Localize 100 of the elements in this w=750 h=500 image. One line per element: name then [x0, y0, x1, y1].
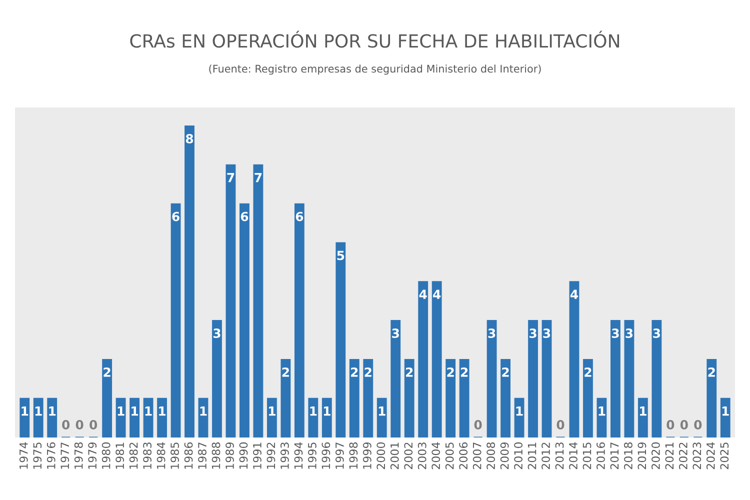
- bar: [226, 164, 236, 438]
- bar: [486, 320, 497, 438]
- x-tick-label: 1993: [280, 442, 289, 469]
- data-label: 1: [324, 406, 330, 416]
- data-label: 1: [516, 406, 523, 416]
- x-tick-label: 1976: [46, 442, 56, 469]
- bar: [102, 358, 112, 438]
- x-tick-label: 1983: [143, 442, 152, 469]
- bar: [130, 398, 140, 438]
- data-label: 0: [680, 420, 688, 430]
- x-tick-label: 2005: [445, 442, 454, 470]
- x-tick-label: 2008: [486, 442, 496, 470]
- x-tick-label: 2004: [432, 442, 440, 470]
- data-label: 1: [722, 406, 729, 416]
- x-tick-label: 2022: [678, 442, 688, 470]
- bar: [294, 203, 304, 438]
- bar: [432, 281, 442, 438]
- data-label: 1: [35, 406, 42, 416]
- bar: [280, 358, 291, 438]
- data-label: 2: [406, 367, 413, 377]
- bar: [720, 398, 730, 438]
- bar: [116, 398, 126, 438]
- bar: [528, 320, 538, 438]
- bar: [322, 398, 332, 438]
- data-label: 6: [240, 212, 248, 222]
- bar: [706, 358, 717, 438]
- x-tick-label: 2014: [569, 442, 578, 470]
- data-label: 3: [488, 328, 496, 338]
- bar: [376, 398, 387, 438]
- data-label: 3: [543, 328, 550, 338]
- x-tick-label: 2009: [500, 442, 509, 470]
- x-tick-label: 2001: [390, 442, 399, 470]
- x-tick-label: 2016: [596, 442, 605, 470]
- data-label: 0: [556, 420, 564, 430]
- data-label: 0: [474, 420, 482, 430]
- data-label: 3: [392, 328, 399, 338]
- x-tick-label: 2015: [582, 442, 592, 470]
- data-label: 4: [570, 290, 578, 299]
- data-label: 2: [364, 367, 372, 377]
- bar: [349, 358, 360, 438]
- bar: [212, 320, 222, 438]
- bar: [542, 320, 552, 438]
- data-label: 1: [118, 406, 124, 416]
- x-tick-label: 2024: [706, 442, 715, 470]
- x-tick-label: 1981: [116, 442, 124, 469]
- x-tick-label: 1989: [226, 442, 234, 469]
- bar: [33, 398, 44, 438]
- x-tick-label: 2012: [542, 442, 550, 470]
- x-tick-label: 2023: [692, 442, 702, 470]
- x-tick-label: 1977: [60, 442, 70, 469]
- x-tick-label: 1991: [253, 442, 262, 469]
- data-label: 3: [530, 328, 536, 338]
- data-label: 0: [694, 420, 702, 430]
- data-label: 0: [76, 420, 84, 430]
- x-tick-label: 1980: [102, 442, 110, 469]
- x-tick-label: 1997: [335, 442, 344, 469]
- x-tick-label: 1979: [88, 442, 97, 469]
- data-label: 4: [419, 290, 427, 299]
- data-label: 1: [269, 406, 276, 416]
- data-label: 2: [447, 367, 454, 377]
- bar: [569, 281, 580, 438]
- x-tick-label: 2019: [638, 442, 646, 470]
- bar: [184, 125, 194, 438]
- x-tick-label: 1986: [184, 442, 193, 469]
- x-tick-label: 2007: [472, 442, 482, 470]
- x-tick-label: 1990: [239, 442, 248, 469]
- data-label: 1: [132, 406, 138, 416]
- bar: [170, 203, 181, 438]
- x-tick-label: 2013: [555, 442, 564, 470]
- data-label: 1: [598, 406, 606, 416]
- x-tick-label: 2025: [720, 442, 729, 470]
- x-tick-label: 1988: [212, 442, 220, 469]
- bar: [308, 398, 318, 438]
- data-label: 8: [186, 134, 194, 144]
- x-tick-label: 1984: [156, 442, 166, 469]
- data-label: 1: [145, 406, 152, 416]
- data-label: 3: [626, 328, 633, 338]
- x-tick-label: 2003: [418, 442, 426, 470]
- data-label: 6: [172, 212, 180, 222]
- x-tick-label: 2021: [665, 442, 674, 470]
- x-tick-label: 1982: [129, 442, 138, 469]
- x-tick-label: 2018: [624, 442, 632, 470]
- data-label: 6: [296, 212, 304, 222]
- data-label: 1: [22, 406, 28, 416]
- bar: [336, 242, 346, 438]
- bar: [20, 398, 30, 438]
- x-tick-label: 1974: [19, 442, 28, 469]
- data-label: 2: [460, 367, 468, 377]
- bar: [157, 398, 167, 438]
- x-tick-label: 1998: [349, 442, 358, 469]
- data-label: 1: [49, 406, 56, 416]
- bar: [583, 358, 593, 438]
- x-tick-label: 2000: [376, 442, 386, 470]
- x-tick-label: 1999: [362, 442, 372, 469]
- data-label: 3: [612, 328, 619, 338]
- data-label: 2: [502, 367, 509, 377]
- data-label: 4: [433, 290, 441, 299]
- chart-subtitle: (Fuente: Registro empresas de seguridad Ministerio del Interior): [209, 64, 541, 75]
- data-label: 1: [159, 406, 166, 416]
- data-label: 5: [337, 250, 344, 260]
